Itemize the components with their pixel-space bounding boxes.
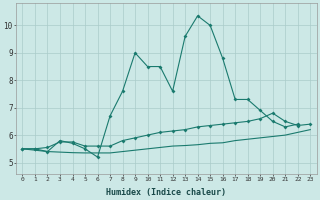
X-axis label: Humidex (Indice chaleur): Humidex (Indice chaleur): [106, 188, 226, 197]
